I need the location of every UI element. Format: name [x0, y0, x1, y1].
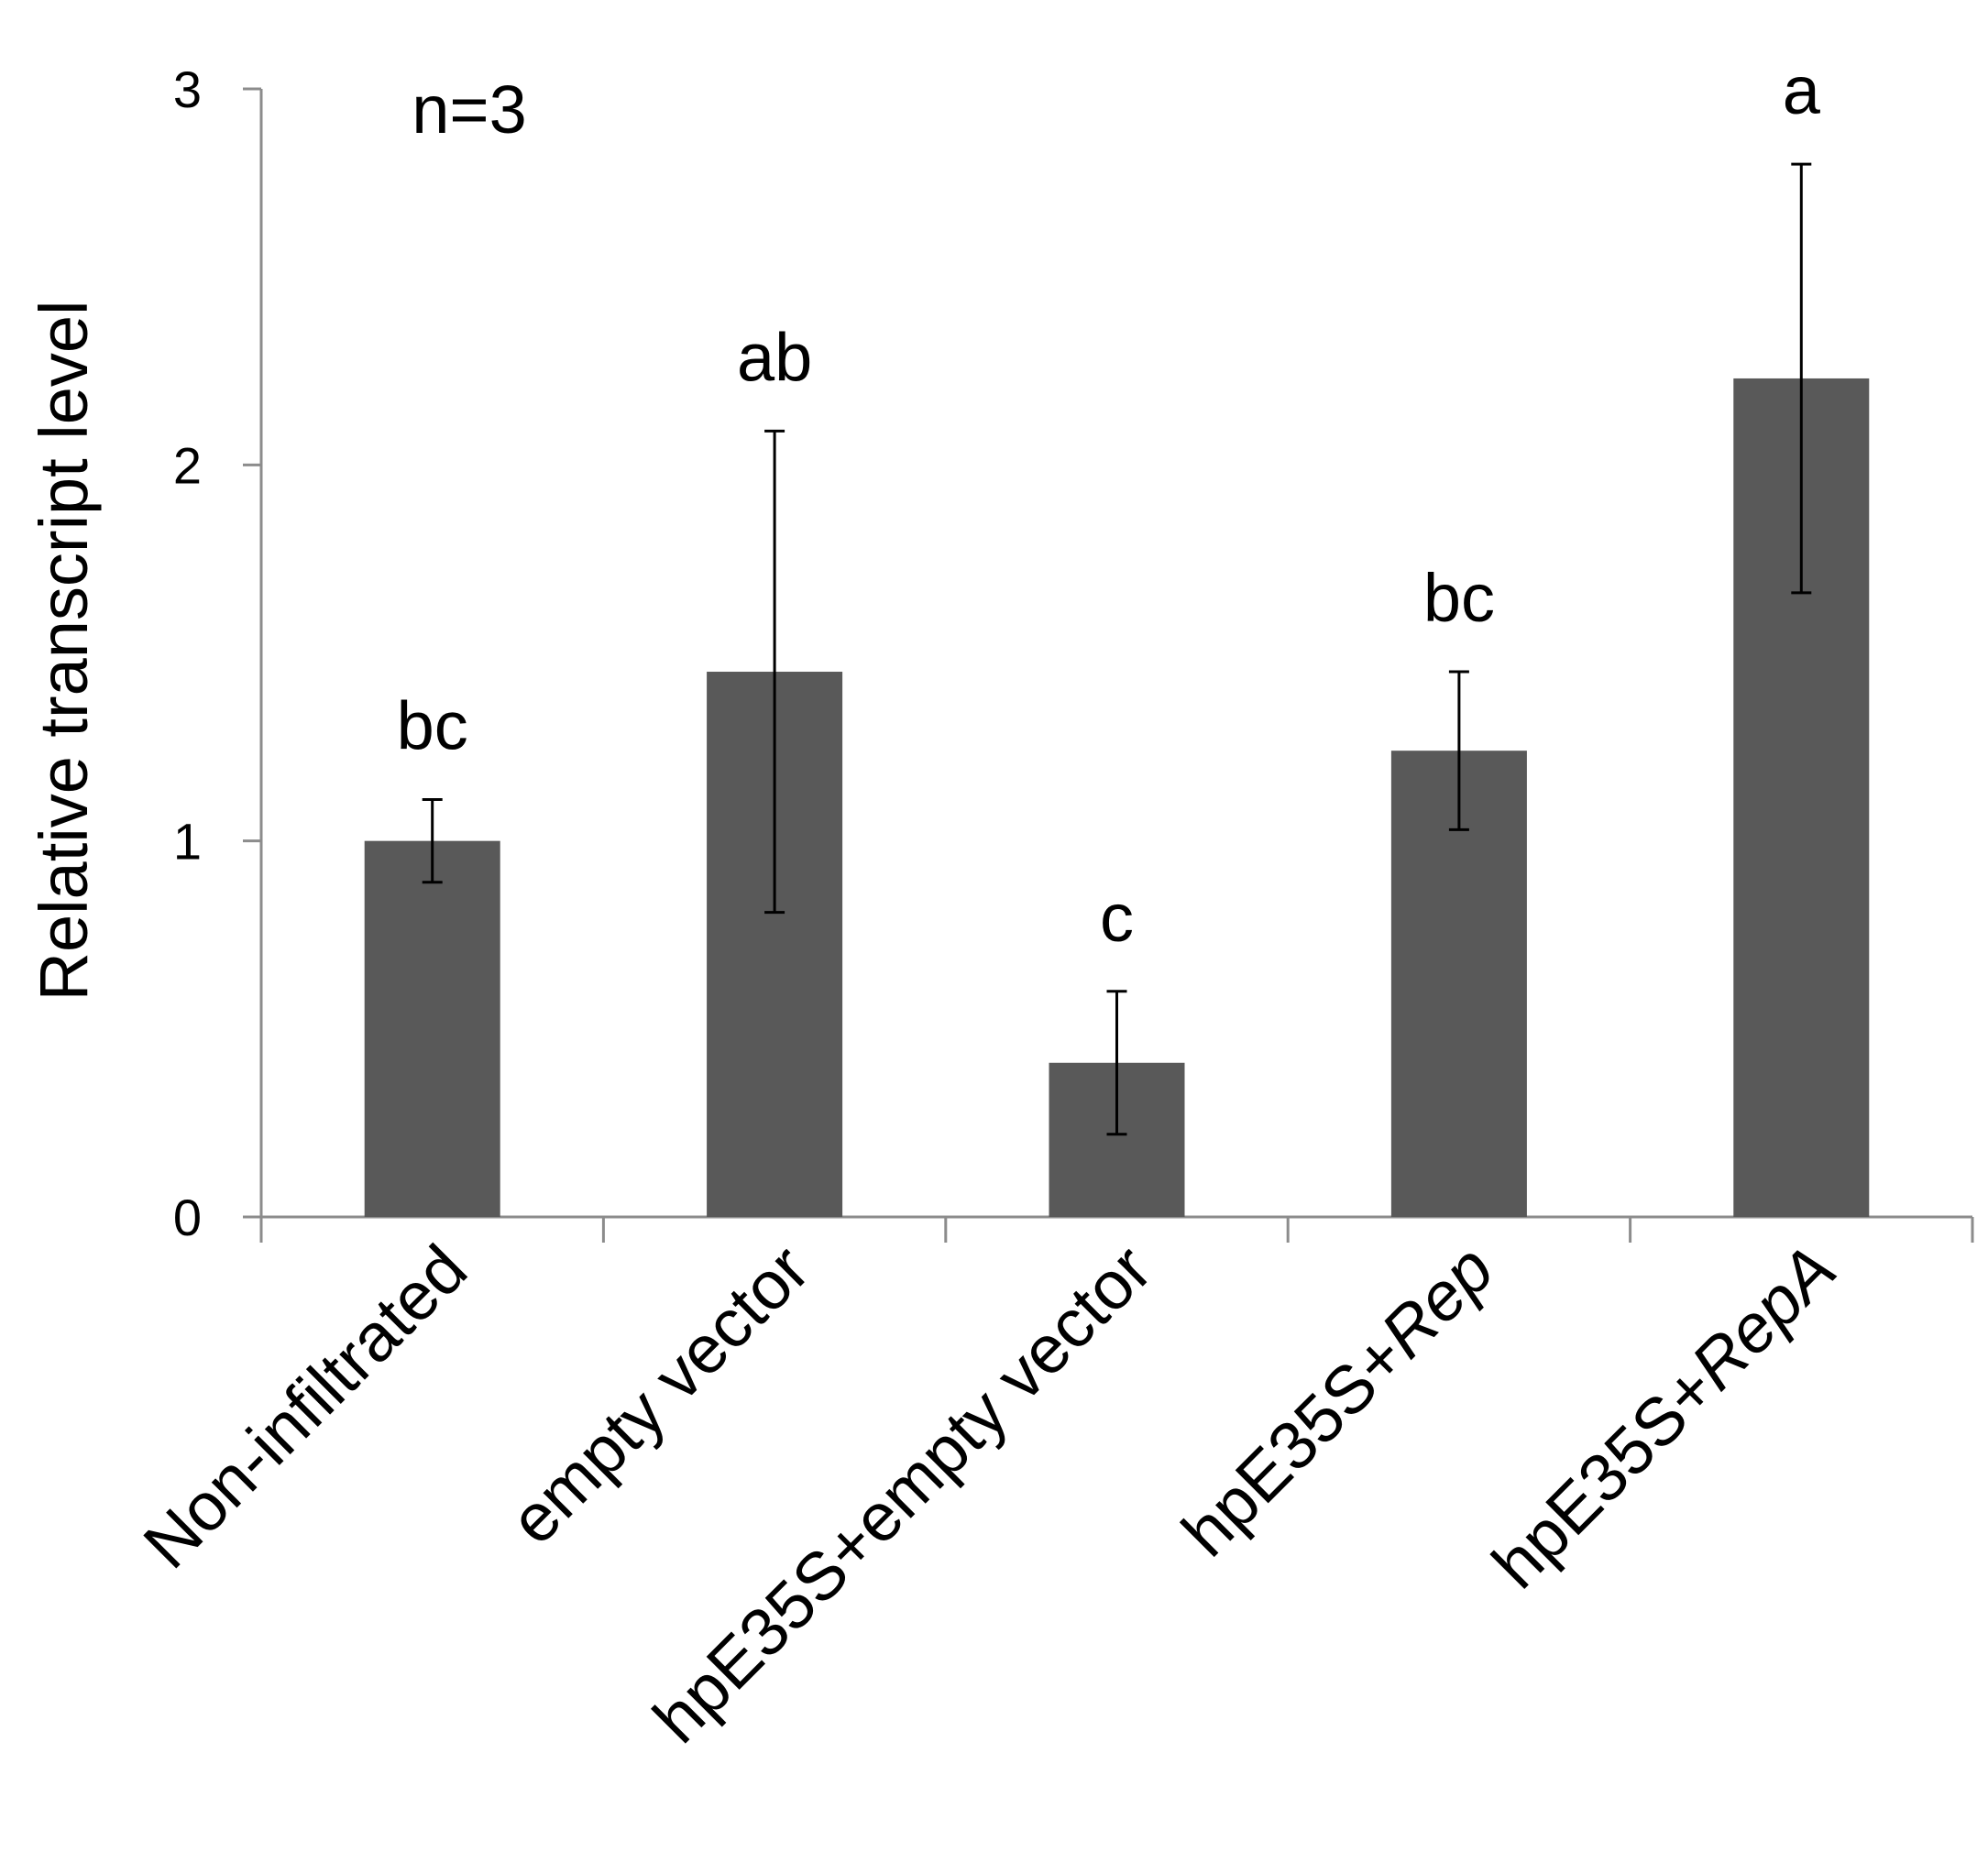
x-tick-label-4-text: hpE35S+	[1477, 1351, 1730, 1603]
bars-layer	[364, 162, 1870, 1217]
x-tick-label-1-text: empty vector	[495, 1231, 823, 1559]
y-axis-title: Relative transcript level	[26, 301, 102, 1002]
y-tick-label-0: 0	[173, 1189, 202, 1246]
x-tick-label-3-text: hpE35S+	[1168, 1319, 1420, 1571]
x-tick-label-3: hpE35S+Rep	[1168, 1231, 1508, 1571]
y-tick-label-1: 1	[173, 813, 202, 871]
y-tick-label-3: 3	[173, 60, 202, 118]
x-tick-label-1: empty vector	[495, 1231, 823, 1559]
significance-label-4: a	[1783, 52, 1821, 128]
significance-label-3: bc	[1423, 560, 1495, 636]
sample-size-annotation: n=3	[412, 71, 527, 148]
x-tick-label-0: Non-infiltrated	[129, 1231, 481, 1583]
x-tick-label-4: hpE35S+RepA	[1477, 1231, 1850, 1603]
axes-layer: 0 1 2 3	[173, 60, 1974, 1246]
significance-label-1: ab	[737, 319, 812, 395]
bar-0	[364, 840, 500, 1217]
y-tick-label-2: 2	[173, 436, 202, 494]
significance-label-0: bc	[397, 688, 468, 764]
x-tick-label-0-text: Non-infiltrated	[129, 1231, 481, 1583]
significance-label-2: c	[1100, 880, 1134, 956]
labels-layer: Relative transcript level n=3 bc Non-infi…	[26, 52, 1851, 1758]
